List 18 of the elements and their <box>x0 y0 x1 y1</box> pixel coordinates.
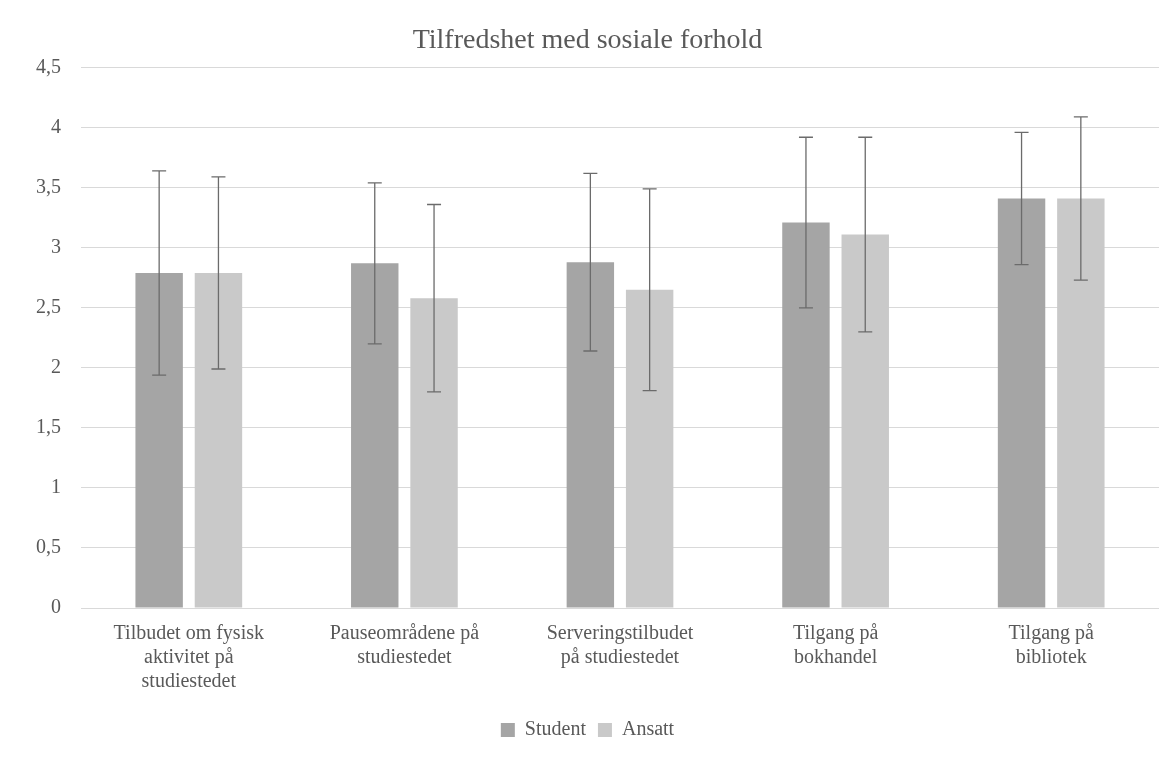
chart-title: Tilfredshet med sosiale forhold <box>412 23 763 55</box>
y-tick-label: 1 <box>51 475 61 498</box>
x-tick-label: Tilbudet om fysisk aktivitet på studiestedet <box>113 621 264 692</box>
y-tick-label: 0,5 <box>36 535 61 558</box>
y-tick-label: 4 <box>51 114 61 137</box>
y-tick-label: 0 <box>51 595 61 618</box>
y-tick-label: 2 <box>51 355 61 378</box>
legend-label: Ansatt <box>621 717 675 740</box>
y-tick-label: 4,5 <box>36 54 61 77</box>
x-tick-label: Tilgang på bokhandel <box>792 621 879 668</box>
x-tick-label: Tilgang på bibliotek <box>1008 621 1095 668</box>
y-tick-label: 3,5 <box>36 174 61 197</box>
x-tick-label: Serveringstilbudet på studiestedet <box>546 621 694 669</box>
y-tick-label: 3 <box>51 234 61 257</box>
y-tick-label: 2,5 <box>36 295 61 318</box>
x-tick-label: Pauseområdene på studiestedet <box>329 621 480 668</box>
y-tick-label: 1,5 <box>36 415 61 438</box>
legend-label: Student <box>524 717 587 740</box>
